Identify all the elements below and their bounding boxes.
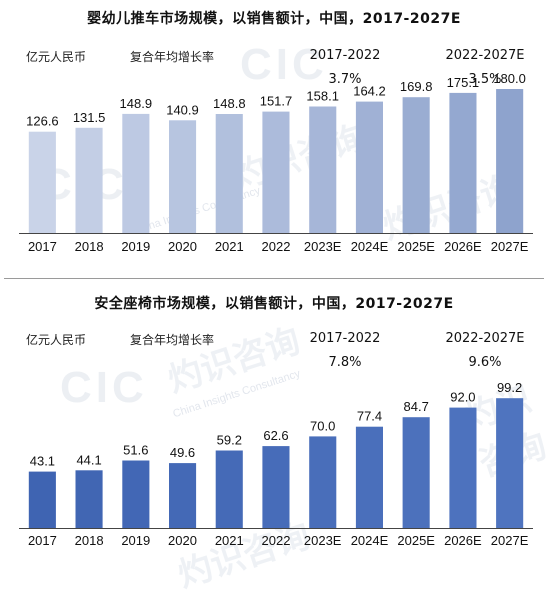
bar xyxy=(449,407,477,528)
category-label: 2021 xyxy=(215,239,244,254)
category-label: 2019 xyxy=(121,533,150,548)
bar-value-label: 44.1 xyxy=(76,452,101,467)
category-label: 2024E xyxy=(351,533,389,548)
category-label: 2022 xyxy=(262,239,291,254)
bar xyxy=(215,450,243,528)
bar xyxy=(355,101,383,233)
bar xyxy=(355,426,383,528)
category-label: 2020 xyxy=(168,239,197,254)
bar-value-label: 148.9 xyxy=(120,96,153,111)
panel-divider xyxy=(4,278,544,279)
car-seat-market-chart: CIC 灼识咨询 灼识咨询 灼识咨询 China Insights Consul… xyxy=(0,283,548,596)
bar-value-label: 131.5 xyxy=(73,110,106,125)
bar xyxy=(215,114,243,233)
bar-value-label: 175.1 xyxy=(447,75,480,90)
bar-value-label: 92.0 xyxy=(450,390,475,405)
category-label: 2022 xyxy=(262,533,291,548)
cagr-period-1: 2017-2022 xyxy=(309,331,381,346)
chart-title: 安全座椅市场规模，以销售额计，中国，2017-2027E xyxy=(94,296,454,312)
category-label: 2025E xyxy=(397,239,435,254)
cagr-value-1: 7.8% xyxy=(328,355,362,370)
bar-value-label: 77.4 xyxy=(357,409,382,424)
cagr-value-2: 9.6% xyxy=(468,355,502,370)
cagr-value-1: 3.7% xyxy=(328,72,362,87)
category-label: 2018 xyxy=(75,533,104,548)
category-label: 2023E xyxy=(304,533,342,548)
bar-value-label: 126.6 xyxy=(26,114,59,129)
cagr-period-1: 2017-2022 xyxy=(309,48,381,63)
bar-value-label: 180.0 xyxy=(493,71,526,86)
stroller-market-chart: CIC CIC 灼识咨询 灼识咨询 China Insights Consult… xyxy=(0,0,548,284)
category-label: 2018 xyxy=(75,239,104,254)
bar xyxy=(496,398,524,528)
bar-value-label: 51.6 xyxy=(123,443,148,458)
bar xyxy=(122,460,150,528)
bar xyxy=(309,436,337,528)
bar-plot: 126.6 2017 131.5 2018 148.9 2019 140.9 2020 148.… xyxy=(19,71,533,254)
bar xyxy=(262,111,290,233)
bar-value-label: 62.6 xyxy=(263,428,288,443)
bar-value-label: 151.7 xyxy=(260,94,293,109)
category-label: 2025E xyxy=(397,533,435,548)
category-label: 2017 xyxy=(28,239,57,254)
bar-value-label: 84.7 xyxy=(404,399,429,414)
bar xyxy=(75,127,103,233)
bar xyxy=(262,446,290,528)
cagr-value-2: 3.5% xyxy=(468,72,502,87)
unit-label: 亿元人民币 xyxy=(26,333,87,347)
bar xyxy=(28,131,56,233)
bar-plot: 43.1 2017 44.1 2018 51.6 2019 49.6 2020 59.2 2021… xyxy=(19,380,533,548)
bar-value-label: 43.1 xyxy=(30,454,55,469)
bar xyxy=(28,471,56,528)
bar-value-label: 99.2 xyxy=(497,380,522,395)
cagr-period-2: 2022-2027E xyxy=(445,48,525,63)
category-label: 2027E xyxy=(491,239,529,254)
category-label: 2026E xyxy=(444,239,482,254)
bar xyxy=(122,113,150,233)
category-label: 2026E xyxy=(444,533,482,548)
bar xyxy=(496,89,524,233)
bar-value-label: 140.9 xyxy=(166,102,199,117)
bar-value-label: 59.2 xyxy=(217,433,242,448)
bar-value-label: 49.6 xyxy=(170,445,195,460)
category-label: 2023E xyxy=(304,239,342,254)
category-label: 2017 xyxy=(28,533,57,548)
category-label: 2020 xyxy=(168,533,197,548)
category-label: 2019 xyxy=(121,239,150,254)
bar-value-label: 158.1 xyxy=(306,89,339,104)
bar xyxy=(75,470,103,528)
bar xyxy=(402,417,430,528)
category-label: 2024E xyxy=(351,239,389,254)
bar xyxy=(169,120,197,233)
bar xyxy=(449,92,477,234)
bar xyxy=(309,106,337,233)
unit-label: 亿元人民币 xyxy=(26,50,87,64)
cagr-period-2: 2022-2027E xyxy=(445,331,525,346)
chart-title: 婴幼儿推车市场规模，以销售额计，中国，2017-2027E xyxy=(87,11,461,27)
category-label: 2027E xyxy=(491,533,529,548)
cagr-label: 复合年均增长率 xyxy=(130,50,215,64)
category-label: 2021 xyxy=(215,533,244,548)
bar-value-label: 169.8 xyxy=(400,79,433,94)
bar xyxy=(402,97,430,233)
cagr-label: 复合年均增长率 xyxy=(130,333,215,347)
bar-value-label: 148.8 xyxy=(213,96,246,111)
bar xyxy=(169,463,197,528)
bar-value-label: 164.2 xyxy=(353,84,386,99)
bar-value-label: 70.0 xyxy=(310,418,335,433)
